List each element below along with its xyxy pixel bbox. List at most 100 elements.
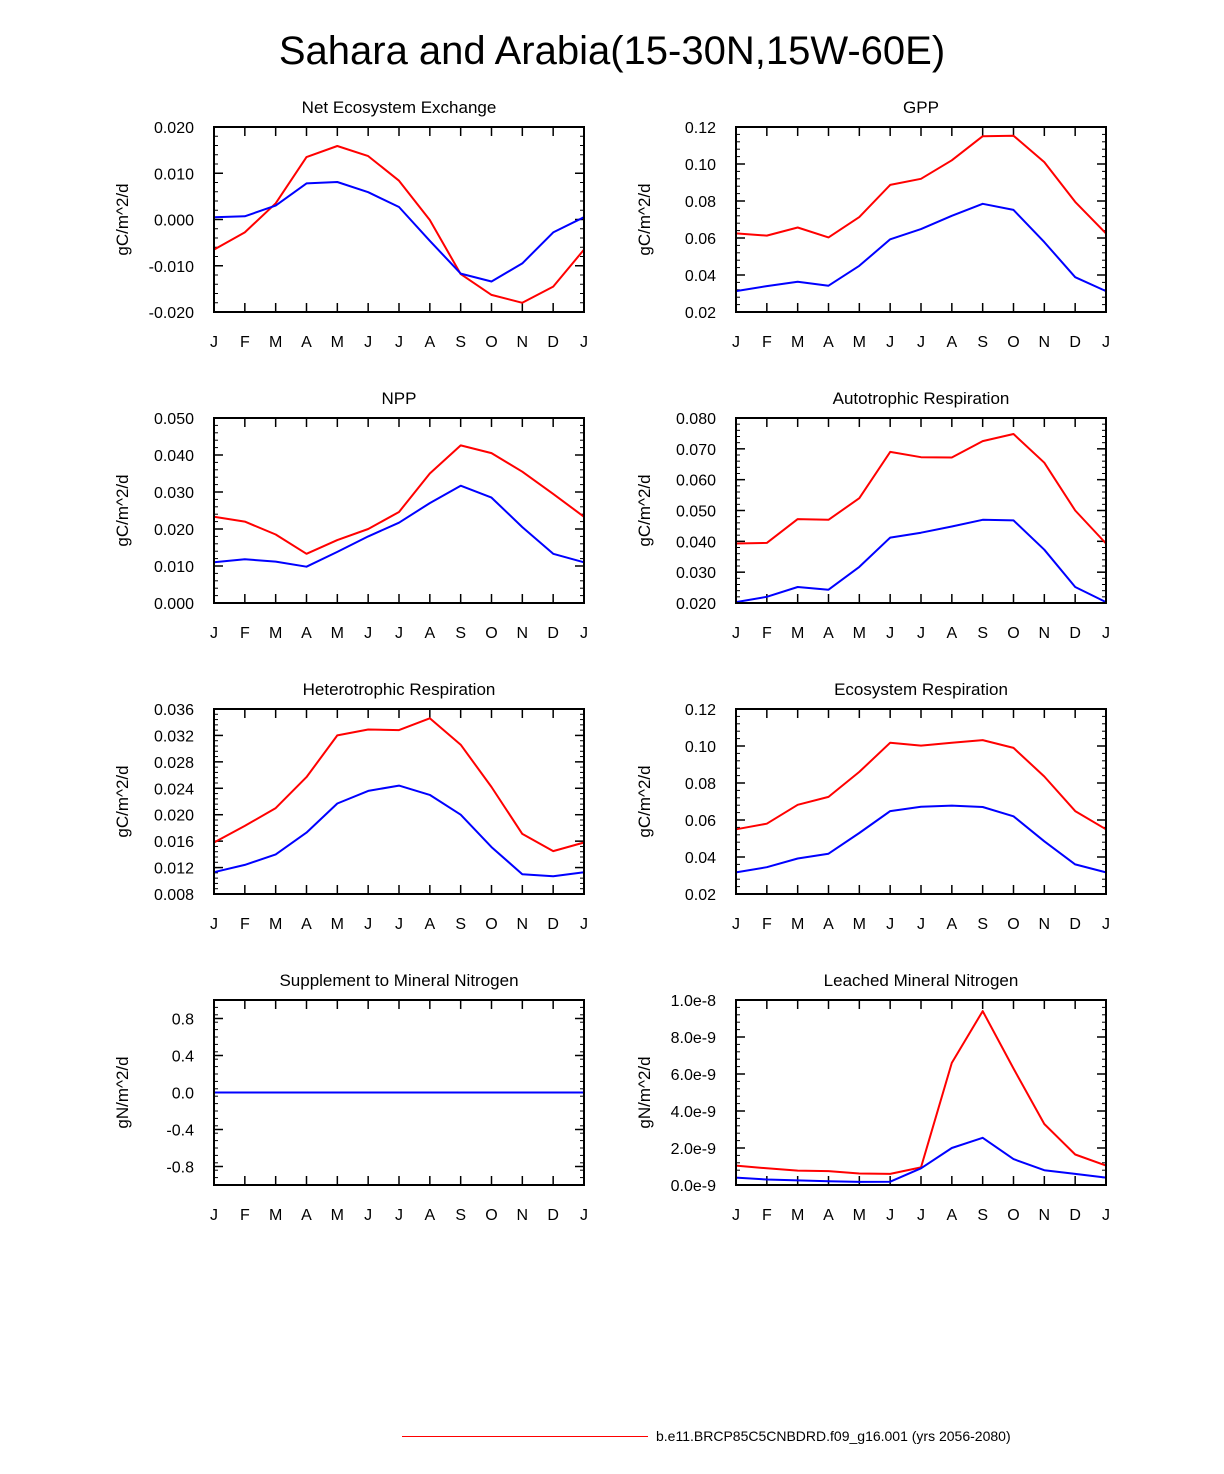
series-line bbox=[735, 202, 1107, 293]
x-tick-label: J bbox=[395, 625, 403, 642]
x-tick-label: J bbox=[395, 916, 403, 933]
x-tick-label: F bbox=[240, 916, 250, 933]
x-tick-label: O bbox=[1007, 916, 1019, 933]
x-tick-label: J bbox=[917, 334, 925, 351]
series-line bbox=[213, 181, 585, 283]
panel-title: Autotrophic Respiration bbox=[833, 389, 1010, 408]
x-tick-label: J bbox=[395, 1207, 403, 1224]
x-tick-label: N bbox=[1039, 916, 1051, 933]
y-tick-label: 0.050 bbox=[676, 504, 716, 521]
x-tick-label: O bbox=[1007, 625, 1019, 642]
y-tick-label: -0.4 bbox=[166, 1123, 194, 1140]
x-tick-label: N bbox=[517, 334, 529, 351]
x-tick-label: S bbox=[977, 334, 988, 351]
panel-title: Heterotrophic Respiration bbox=[303, 680, 496, 699]
series-line bbox=[735, 433, 1107, 545]
y-axis-label: gC/m^2/d bbox=[113, 183, 132, 255]
x-tick-label: S bbox=[977, 1207, 988, 1224]
x-tick-label: D bbox=[1069, 916, 1081, 933]
x-tick-label: N bbox=[1039, 334, 1051, 351]
y-tick-label: -0.8 bbox=[166, 1160, 194, 1177]
y-tick-label: 0.02 bbox=[685, 305, 716, 322]
legend-line-marker bbox=[402, 1436, 648, 1437]
x-tick-label: M bbox=[853, 334, 866, 351]
x-tick-label: J bbox=[580, 1207, 588, 1224]
x-tick-label: A bbox=[823, 625, 834, 642]
x-tick-label: J bbox=[1102, 1207, 1110, 1224]
x-tick-label: J bbox=[886, 1207, 894, 1224]
y-tick-label: 0.010 bbox=[154, 559, 194, 576]
x-tick-label: M bbox=[269, 916, 282, 933]
x-tick-label: J bbox=[917, 916, 925, 933]
x-tick-label: O bbox=[485, 334, 497, 351]
y-tick-label: 0.02 bbox=[685, 887, 716, 904]
x-tick-label: M bbox=[331, 625, 344, 642]
x-tick-label: A bbox=[424, 1207, 435, 1224]
x-tick-label: D bbox=[547, 1207, 559, 1224]
series-line bbox=[735, 739, 1107, 831]
panel-title: NPP bbox=[382, 389, 417, 408]
x-tick-label: J bbox=[364, 334, 372, 351]
x-tick-label: A bbox=[823, 916, 834, 933]
chart-panel: Autotrophic Respiration gC/m^2/d 0.080 0.07… bbox=[635, 389, 1110, 642]
y-axis-label: gC/m^2/d bbox=[635, 474, 654, 546]
x-tick-label: J bbox=[1102, 625, 1110, 642]
y-tick-label: 0.070 bbox=[676, 442, 716, 459]
y-tick-label: 0.016 bbox=[154, 834, 194, 851]
x-tick-label: J bbox=[732, 1207, 740, 1224]
x-tick-label: A bbox=[424, 625, 435, 642]
x-tick-label: J bbox=[732, 334, 740, 351]
plot-frame bbox=[735, 708, 1107, 895]
y-tick-label: 0.04 bbox=[685, 850, 716, 867]
x-tick-label: J bbox=[395, 334, 403, 351]
figure-title: Sahara and Arabia(15-30N,15W-60E) bbox=[278, 29, 946, 73]
x-tick-label: O bbox=[1007, 334, 1019, 351]
x-tick-label: A bbox=[301, 334, 312, 351]
y-axis-label: gC/m^2/d bbox=[113, 765, 132, 837]
y-tick-label: 0.020 bbox=[154, 522, 194, 539]
x-tick-label: D bbox=[547, 916, 559, 933]
x-tick-label: J bbox=[580, 916, 588, 933]
x-tick-label: D bbox=[1069, 1207, 1081, 1224]
x-tick-label: A bbox=[823, 334, 834, 351]
y-tick-label: 4.0e-9 bbox=[671, 1104, 716, 1121]
y-tick-label: 0.060 bbox=[676, 473, 716, 490]
x-tick-label: A bbox=[424, 334, 435, 351]
x-tick-label: A bbox=[301, 916, 312, 933]
y-tick-label: 0.040 bbox=[154, 448, 194, 465]
panel-title: GPP bbox=[903, 98, 939, 117]
chart-panel: Leached Mineral Nitrogen gN/m^2/d 1.0e-8 8.… bbox=[635, 971, 1110, 1224]
x-tick-label: F bbox=[762, 1207, 772, 1224]
series-line bbox=[213, 145, 585, 304]
x-tick-label: F bbox=[762, 334, 772, 351]
x-tick-label: A bbox=[301, 1207, 312, 1224]
y-tick-label: 1.0e-8 bbox=[671, 993, 716, 1010]
x-tick-label: J bbox=[364, 916, 372, 933]
x-tick-label: A bbox=[946, 625, 957, 642]
x-tick-label: M bbox=[331, 1207, 344, 1224]
plot-frame bbox=[735, 999, 1107, 1186]
x-tick-label: N bbox=[517, 625, 529, 642]
x-tick-label: J bbox=[917, 625, 925, 642]
y-tick-label: 0.10 bbox=[685, 157, 716, 174]
x-tick-label: J bbox=[210, 1207, 218, 1224]
x-tick-label: A bbox=[946, 1207, 957, 1224]
y-tick-label: 0.012 bbox=[154, 861, 194, 878]
series-line bbox=[213, 717, 585, 853]
y-tick-label: 0.080 bbox=[676, 411, 716, 428]
y-tick-label: 0.12 bbox=[685, 702, 716, 719]
y-tick-label: 0.020 bbox=[154, 808, 194, 825]
x-tick-label: O bbox=[485, 1207, 497, 1224]
plot-frame bbox=[735, 417, 1107, 604]
x-tick-label: F bbox=[240, 334, 250, 351]
series-line bbox=[735, 1136, 1107, 1183]
y-tick-label: 0.0 bbox=[172, 1086, 194, 1103]
y-tick-label: 0.000 bbox=[154, 596, 194, 613]
series-line bbox=[735, 1010, 1107, 1175]
x-tick-label: N bbox=[1039, 625, 1051, 642]
y-tick-label: 0.4 bbox=[172, 1049, 194, 1066]
x-tick-label: J bbox=[732, 625, 740, 642]
x-tick-label: A bbox=[946, 334, 957, 351]
panel-title: Supplement to Mineral Nitrogen bbox=[279, 971, 518, 990]
panel-title: Leached Mineral Nitrogen bbox=[824, 971, 1019, 990]
